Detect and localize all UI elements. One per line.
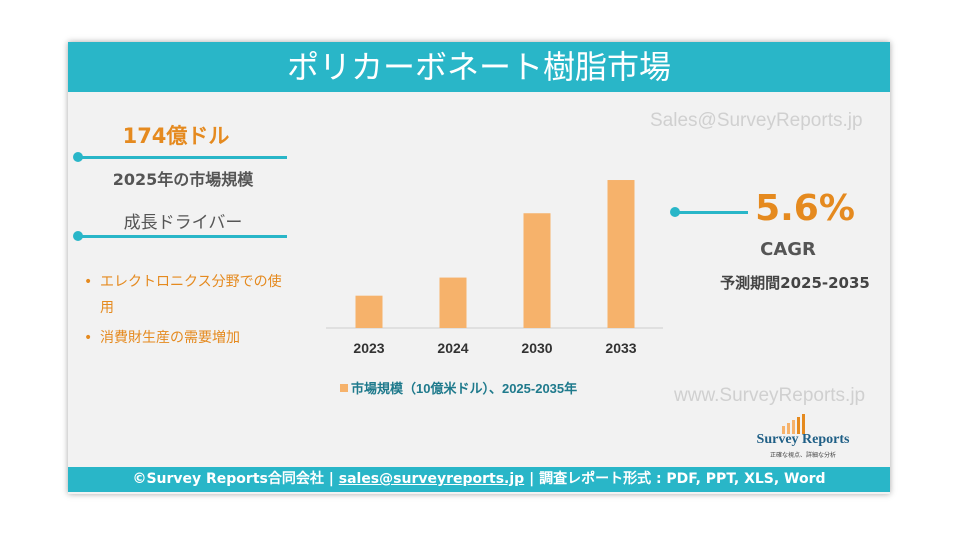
watermark: Sales@SurveyReports.jp <box>650 110 863 131</box>
legend-label: 市場規模（10億米ドル）、2025-2035年 <box>351 381 577 396</box>
cagr-label: CAGR <box>760 239 816 260</box>
logo-name: Survey Reports <box>756 432 850 447</box>
drivers-title: 成長ドライバー <box>123 213 243 233</box>
card: ポリカーボネート樹脂市場 Sales@SurveyReports.jp www.… <box>68 42 890 494</box>
bar <box>439 277 467 328</box>
rule <box>675 211 748 214</box>
x-tick-label: 2030 <box>521 340 552 356</box>
watermark: www.SurveyReports.jp <box>674 385 866 406</box>
drivers-list: エレクトロニクス分野での使用 消費財生産の需要増加 <box>82 269 287 351</box>
footer-company: ©Survey Reports合同会社 | <box>132 471 334 487</box>
bar-chart: 2023 2024 2030 2033 市場規模（10億米ドル）、2025-2035年 <box>326 180 663 396</box>
footer-email[interactable]: sales@surveyreports.jp <box>338 471 525 487</box>
bar <box>607 180 635 328</box>
driver: 消費財生産の需要増加 <box>82 325 287 351</box>
legend-swatch <box>340 384 348 392</box>
rule <box>78 156 287 159</box>
driver: エレクトロニクス分野での使用 <box>82 269 287 321</box>
cagr-value: 5.6% <box>755 188 855 229</box>
x-tick-label: 2023 <box>353 340 384 356</box>
header-title: ポリカーボネート樹脂市場 <box>68 42 890 92</box>
forecast-period: 予測期間2025-2035 <box>720 274 870 292</box>
logo-icon <box>782 414 805 434</box>
market-size: 174億ドル <box>122 124 230 148</box>
footer-formats: | 調査レポート形式 : PDF, PPT, XLS, Word <box>529 471 826 487</box>
x-tick-label: 2024 <box>437 340 468 356</box>
rule <box>78 235 287 238</box>
bar <box>355 295 383 328</box>
market-size-label: 2025年の市場規模 <box>112 170 254 189</box>
logo-tagline: 正確な視点、詳細な分析 <box>769 452 837 459</box>
x-tick-label: 2033 <box>605 340 636 356</box>
footer: ©Survey Reports合同会社 | sales@surveyreport… <box>68 467 890 492</box>
bar <box>523 213 551 328</box>
